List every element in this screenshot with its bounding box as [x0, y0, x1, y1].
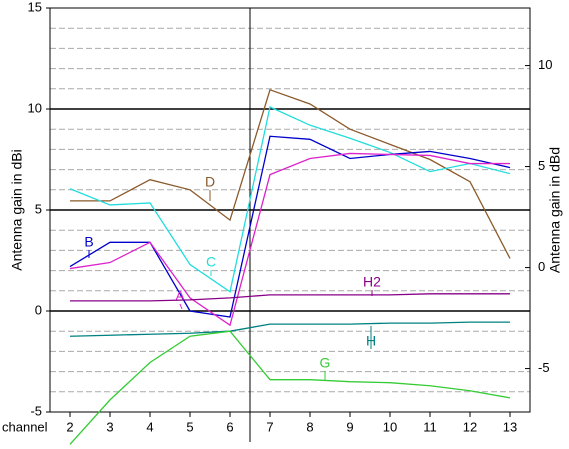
y2-axis-title: Antenna gain in dBd — [547, 147, 563, 273]
series-label: A — [175, 288, 185, 304]
x-tick-label: 4 — [146, 419, 153, 434]
x-tick-label: 13 — [503, 419, 517, 434]
series-line — [69, 135, 511, 318]
y2-tick-label: -5 — [538, 360, 550, 375]
x-tick-label: 6 — [226, 419, 233, 434]
series-line — [69, 106, 511, 293]
y-tick-label: 0 — [35, 302, 42, 317]
x-tick-label: 3 — [106, 419, 113, 434]
y2-tick-label: 0 — [538, 259, 545, 274]
series-line — [70, 88, 511, 259]
series-label: C — [206, 254, 216, 270]
series-line — [70, 293, 510, 302]
series-label: B — [84, 234, 93, 250]
y-axis-title: Antenna gain in dBi — [9, 149, 25, 270]
y-tick-label: -5 — [30, 403, 42, 418]
x-tick-label: 10 — [383, 419, 397, 434]
x-tick-label: 7 — [266, 419, 273, 434]
x-tick-label: 9 — [346, 419, 353, 434]
series-line — [69, 152, 510, 327]
x-tick-label: 8 — [306, 419, 313, 434]
x-tick-label: 5 — [186, 419, 193, 434]
x-tick-label: 2 — [66, 419, 73, 434]
x-tick-label: 11 — [423, 419, 437, 434]
y2-tick-label: 5 — [538, 158, 545, 173]
x-tick-label: 12 — [463, 419, 477, 434]
series-line — [69, 321, 510, 337]
y-tick-label: 15 — [28, 0, 42, 14]
series-label: H2 — [363, 274, 381, 290]
x-axis-title: channel — [2, 419, 48, 434]
y-tick-label: 5 — [35, 201, 42, 216]
series-line — [69, 330, 511, 445]
y-tick-label: 10 — [28, 100, 42, 115]
label-leader — [179, 303, 183, 310]
series-label: H — [366, 333, 376, 349]
series-label: D — [205, 174, 215, 190]
series-label: G — [320, 355, 331, 371]
y2-tick-label: 10 — [538, 57, 552, 72]
